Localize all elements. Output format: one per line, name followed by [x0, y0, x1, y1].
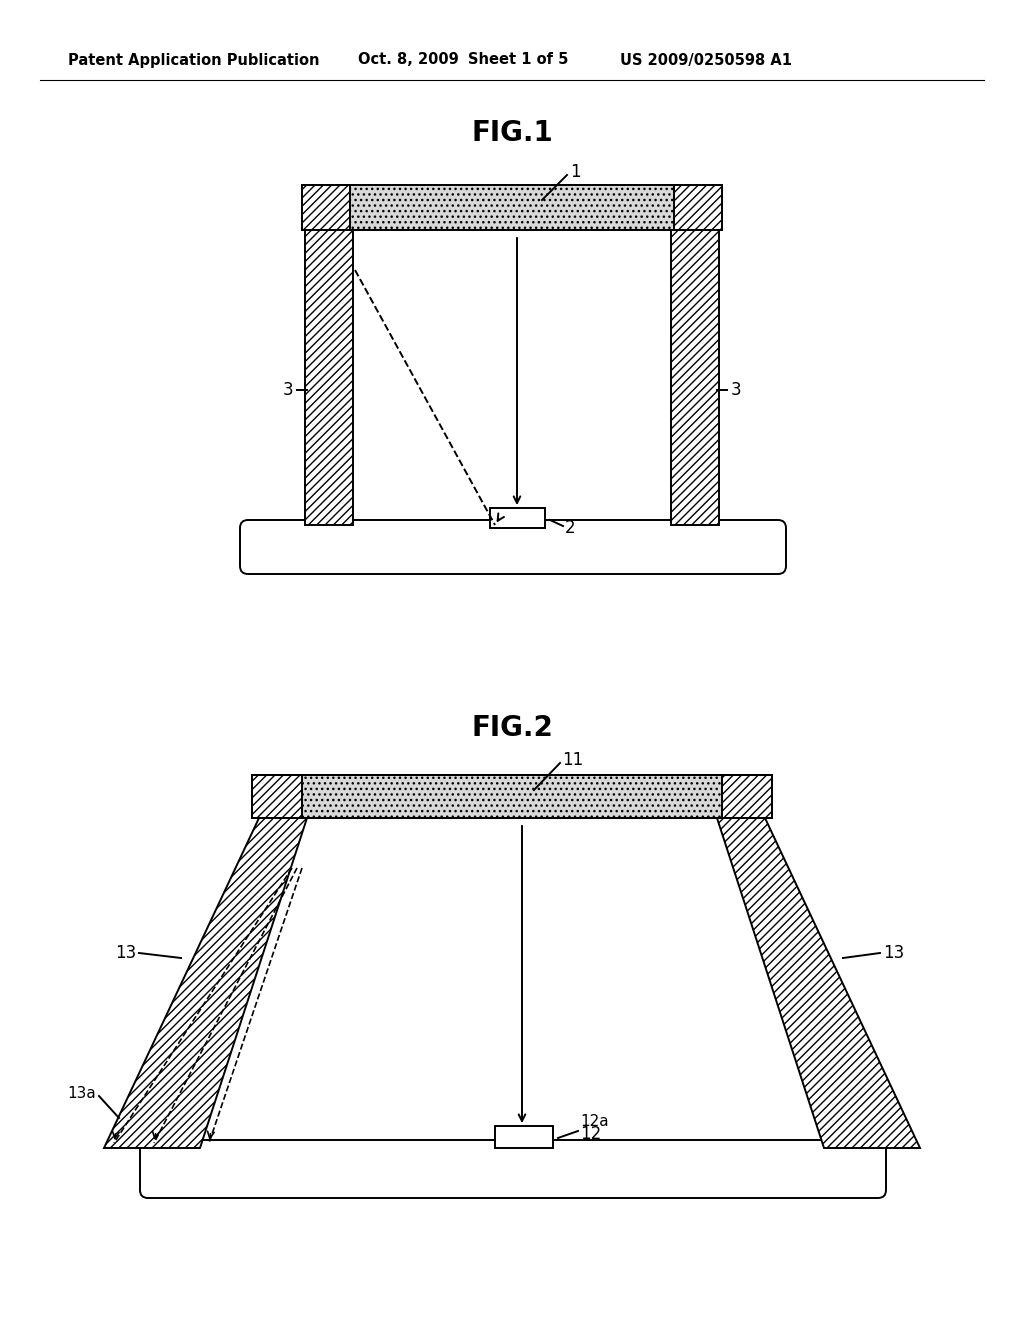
- Bar: [495, 1126, 553, 1148]
- Text: 3: 3: [731, 381, 741, 399]
- Bar: [490, 508, 545, 528]
- Text: 13: 13: [883, 944, 904, 962]
- Text: 12: 12: [580, 1125, 601, 1143]
- Bar: [252, 775, 302, 818]
- FancyBboxPatch shape: [240, 520, 786, 574]
- Bar: [350, 185, 674, 230]
- Text: 11: 11: [562, 751, 584, 770]
- Bar: [671, 230, 719, 525]
- Text: FIG.1: FIG.1: [471, 119, 553, 147]
- Text: 3: 3: [283, 381, 293, 399]
- Text: FIG.2: FIG.2: [471, 714, 553, 742]
- Polygon shape: [104, 818, 307, 1148]
- Text: Oct. 8, 2009: Oct. 8, 2009: [358, 53, 459, 67]
- Text: Sheet 1 of 5: Sheet 1 of 5: [468, 53, 568, 67]
- FancyBboxPatch shape: [140, 1140, 886, 1199]
- Bar: [722, 775, 772, 818]
- Text: Patent Application Publication: Patent Application Publication: [68, 53, 319, 67]
- Text: 1: 1: [570, 162, 581, 181]
- Text: US 2009/0250598 A1: US 2009/0250598 A1: [620, 53, 792, 67]
- Bar: [302, 775, 722, 818]
- Text: 13: 13: [115, 944, 136, 962]
- Bar: [305, 230, 353, 525]
- Polygon shape: [717, 818, 920, 1148]
- Bar: [674, 185, 722, 230]
- Text: 12a: 12a: [580, 1114, 608, 1130]
- Text: 13a: 13a: [68, 1085, 96, 1101]
- Bar: [302, 185, 350, 230]
- Text: 2: 2: [565, 519, 575, 537]
